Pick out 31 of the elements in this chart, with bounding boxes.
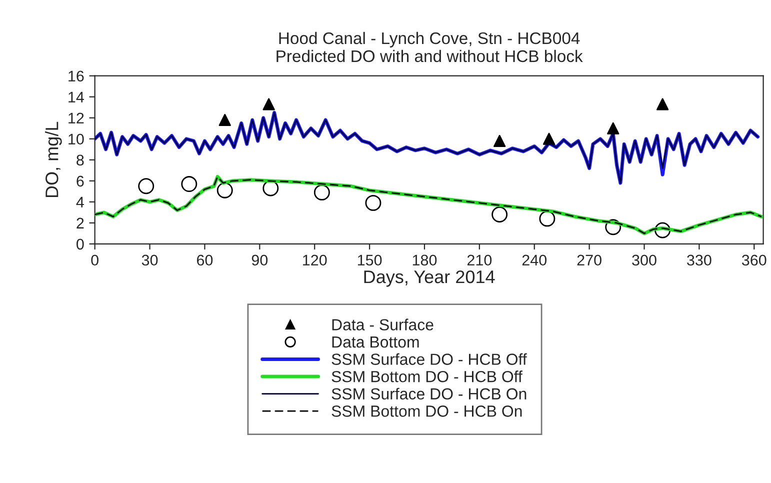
legend-label: SSM Bottom DO - HCB Off (332, 370, 522, 382)
legend-label: SSM Surface DO - HCB Off (332, 353, 527, 365)
y-tick-label: 2 (76, 218, 84, 228)
y-tick-label: 16 (68, 70, 84, 82)
y-tick-label: 8 (76, 154, 84, 166)
chart-title: Hood Canal - Lynch Cove, Stn - HCB004 Predicted DO with and without HCB block (276, 32, 583, 62)
x-tick-label: 0 (91, 254, 98, 266)
x-tick-label: 180 (412, 254, 437, 266)
x-tick-label: 240 (522, 254, 547, 266)
y-tick-label: 0 (76, 238, 84, 250)
y-tick-label: 4 (76, 196, 84, 208)
legend-label: Data Bottom (332, 336, 419, 348)
x-tick-label: 330 (687, 254, 712, 266)
y-axis-title: DO, mg/L (45, 122, 62, 198)
x-tick-label: 360 (742, 254, 766, 266)
x-axis-title: Days, Year 2014 (364, 270, 495, 287)
x-tick-label: 300 (632, 254, 656, 266)
x-tick-label: 210 (467, 254, 492, 266)
x-tick-label: 90 (252, 254, 268, 266)
y-tick-label: 12 (68, 112, 84, 124)
legend-label: SSM Surface DO - HCB On (332, 388, 526, 400)
y-tick-label: 6 (76, 176, 84, 187)
y-tick-label: 14 (68, 92, 84, 102)
x-tick-label: 60 (196, 254, 213, 266)
y-tick-label: 10 (68, 134, 84, 145)
x-tick-label: 270 (577, 254, 602, 266)
x-tick-label: 150 (358, 254, 382, 266)
x-tick-label: 30 (142, 254, 158, 266)
legend-label: Data - Surface (332, 318, 434, 330)
legend-label: SSM Bottom DO - HCB On (332, 406, 522, 417)
x-tick-label: 120 (303, 254, 327, 266)
